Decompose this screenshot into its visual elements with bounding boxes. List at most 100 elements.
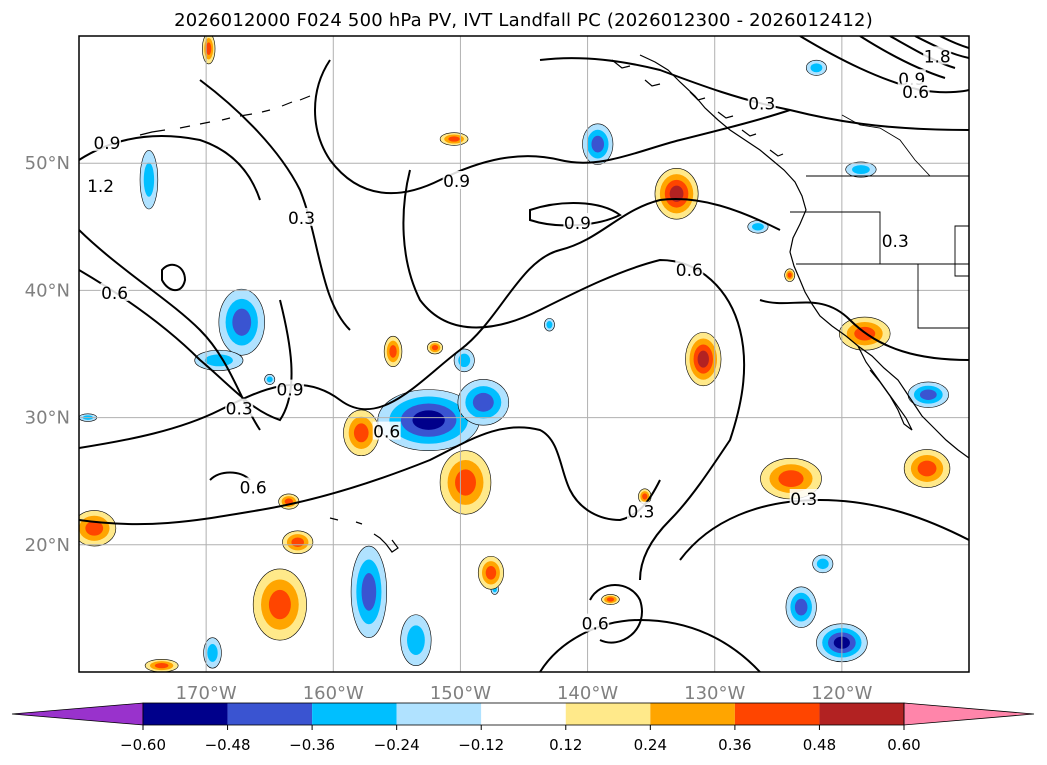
pv-shaded-band: [919, 389, 937, 400]
contour-label: 0.9: [93, 134, 120, 154]
contour-label-bg: [287, 207, 316, 226]
coastline-layer: [139, 54, 969, 553]
contour-label-bg: [789, 489, 818, 508]
colorbar-swatch: [143, 703, 228, 725]
pv-shaded-band: [207, 644, 218, 662]
colorbar-tick-label: −0.12: [458, 736, 504, 754]
pv-shaded-region: [747, 220, 769, 234]
pv-shaded-region: [439, 450, 492, 515]
pv-contour: [679, 498, 969, 561]
pv-shaded-band: [787, 272, 792, 278]
contour-label: 0.9: [277, 381, 304, 401]
pv-shaded-band: [389, 345, 397, 358]
pv-shaded-region: [383, 335, 403, 368]
pv-shaded-region: [845, 161, 877, 178]
pv-shaded-region: [202, 36, 216, 65]
pv-shaded-band: [232, 308, 252, 336]
contour-label-bg: [92, 132, 121, 151]
colorbar-extend-high: [903, 702, 1035, 726]
chart-title: 2026012000 F024 500 hPa PV, IVT Landfall…: [174, 10, 873, 31]
pv-shaded-region: [907, 381, 949, 408]
colorbar-swatch: [227, 703, 313, 725]
pv-contour: [199, 79, 351, 331]
contour-label: 0.3: [288, 209, 315, 229]
colorbar-tick-label: 0.48: [803, 736, 836, 754]
pv-shaded-region: [477, 555, 504, 590]
pv-shaded-region: [427, 340, 443, 355]
colorbar-tick-label: 0.60: [887, 736, 920, 754]
pv-shaded-region: [785, 586, 817, 628]
contour-label-bg: [747, 93, 776, 112]
pv-shaded-band: [810, 63, 823, 73]
longitude-tick-label: 160°W: [303, 683, 364, 704]
contour-label: 0.6: [101, 284, 128, 304]
contour-label: 0.6: [373, 423, 400, 443]
map-frame: [78, 35, 970, 673]
contour-label-bg: [225, 398, 254, 417]
contour-label: 0.6: [582, 615, 609, 635]
pv-shaded-band: [353, 423, 369, 443]
pv-shaded-band: [546, 321, 553, 329]
longitude-tick-labels: 170°W 160°W 150°W 140°W 130°W 120°W: [176, 683, 873, 704]
pv-shaded-band: [268, 589, 291, 620]
longitude-tick-label: 120°W: [811, 683, 872, 704]
pv-contour: [539, 618, 761, 672]
pv-shaded-region: [350, 545, 387, 638]
colorbar-frame: [142, 702, 905, 726]
pv-shaded-region: [282, 530, 314, 555]
pv-shaded-region: [582, 123, 614, 165]
pv-shaded-region: [218, 288, 265, 356]
pv-shaded-band: [752, 223, 764, 231]
colorbar-swatch: [481, 703, 566, 725]
pv-shaded-region: [377, 389, 480, 451]
latitude-tick-label: 30°N: [25, 408, 70, 429]
contour-label: 0.3: [226, 400, 253, 420]
pv-contour: [79, 426, 661, 526]
latitude-tick-label: 50°N: [25, 153, 70, 174]
colorbar-extend-low: [11, 702, 144, 726]
pv-shaded-band: [431, 345, 439, 351]
pv-shaded-region: [601, 594, 620, 605]
pv-shaded-band: [206, 42, 212, 56]
coastline-bc-islands: [611, 59, 784, 157]
pv-shaded-region: [453, 348, 475, 373]
political-borders: [790, 114, 969, 329]
colorbar-tick-label: 0.24: [634, 736, 667, 754]
contour-label: 1.2: [87, 177, 114, 197]
contour-label-bg: [86, 176, 115, 195]
pv-shaded-region: [203, 637, 222, 669]
pv-shaded-region: [654, 167, 699, 220]
longitude-tick-label: 170°W: [176, 683, 237, 704]
colorbar: −0.60 −0.48 −0.36 −0.24 −0.12 0.12 0.24 0.36 0.4…: [11, 702, 1035, 754]
pv-shaded-region: [144, 658, 179, 672]
coastline-aleutians: [139, 95, 311, 136]
contour-label: 0.9: [443, 172, 470, 192]
pv-shaded-band: [794, 598, 808, 616]
colorbar-swatch: [650, 703, 735, 725]
pv-shaded-band: [143, 162, 155, 197]
contour-label-bg: [626, 501, 655, 520]
colorbar-swatch: [819, 703, 904, 725]
pv-shaded-band: [591, 135, 605, 153]
pv-shaded-region: [139, 150, 159, 210]
contour-label-bg: [100, 282, 129, 301]
pv-shaded-band: [455, 469, 476, 496]
contour-label-bg: [581, 613, 610, 632]
pv-shaded-band: [642, 493, 648, 500]
pv-shaded-band: [266, 376, 273, 383]
pv-shaded-band: [917, 460, 937, 477]
pv-shaded-region: [457, 379, 510, 426]
contour-label-bg: [881, 230, 910, 249]
colorbar-tick-label: 0.12: [549, 736, 582, 754]
contour-label: 0.3: [627, 503, 654, 523]
pv-shaded-region: [903, 449, 951, 488]
pv-shaded-region: [805, 59, 827, 76]
pv-shaded-band: [816, 558, 829, 570]
pv-shaded-region: [439, 132, 469, 146]
contour-label-bg: [675, 260, 704, 279]
contour-label-bg: [901, 81, 930, 100]
contour-label-bg: [923, 46, 952, 65]
contour-label-bg: [442, 171, 471, 190]
pv-shaded-band: [472, 392, 494, 412]
